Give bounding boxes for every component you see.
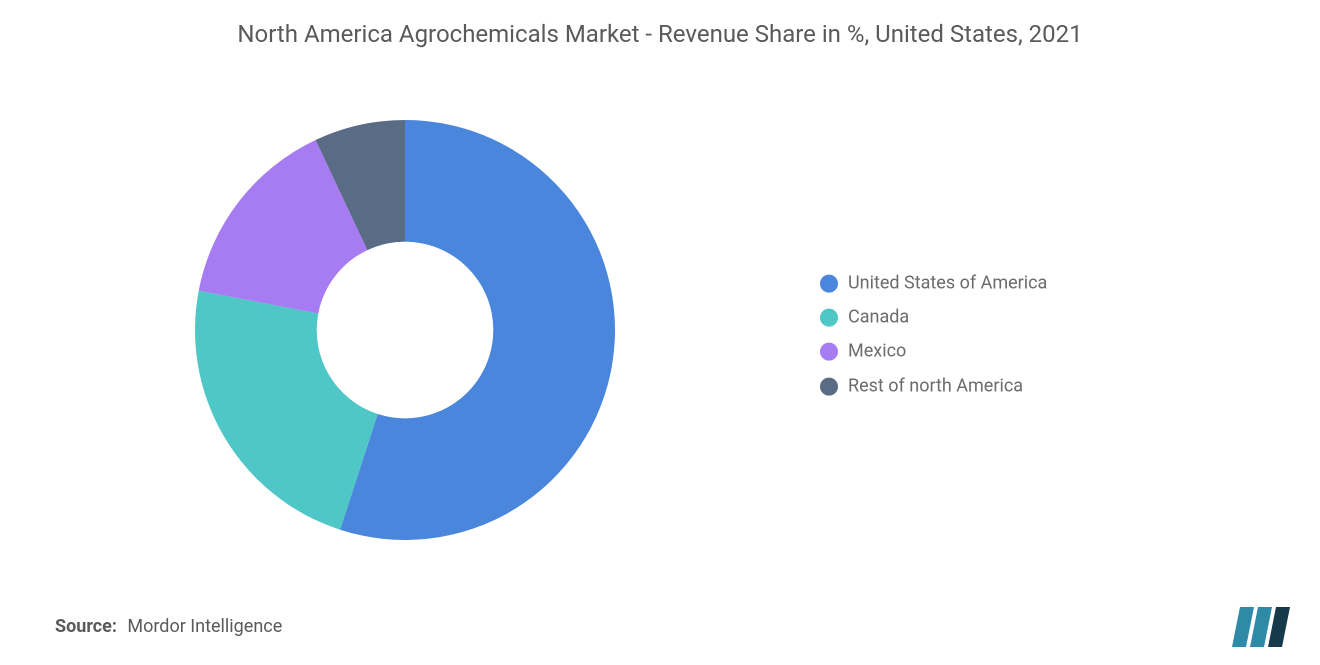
logo-bar: [1250, 607, 1272, 647]
legend-label: Canada: [848, 301, 909, 335]
legend-item: Rest of north America: [820, 369, 1047, 403]
legend-item: Canada: [820, 301, 1047, 335]
legend-swatch: [820, 309, 838, 327]
legend-swatch: [820, 377, 838, 395]
legend-item: Mexico: [820, 335, 1047, 369]
legend-label: Mexico: [848, 335, 906, 369]
legend-swatch: [820, 275, 838, 293]
chart-title: North America Agrochemicals Market - Rev…: [0, 0, 1320, 50]
brand-logo: [1232, 607, 1290, 647]
source-label: Source:: [55, 616, 117, 637]
chart-area: United States of AmericaCanadaMexicoRest…: [0, 100, 1320, 570]
source-line: Source: Mordor Intelligence: [55, 616, 282, 637]
legend-item: United States of America: [820, 267, 1047, 301]
legend-label: Rest of north America: [848, 369, 1023, 403]
donut-hole: [317, 242, 493, 418]
legend-swatch: [820, 343, 838, 361]
legend: United States of AmericaCanadaMexicoRest…: [820, 267, 1047, 404]
logo-bar: [1268, 607, 1290, 647]
legend-label: United States of America: [848, 267, 1047, 301]
donut-chart: [195, 120, 615, 540]
source-value: Mordor Intelligence: [127, 616, 282, 637]
logo-bar: [1232, 607, 1254, 647]
